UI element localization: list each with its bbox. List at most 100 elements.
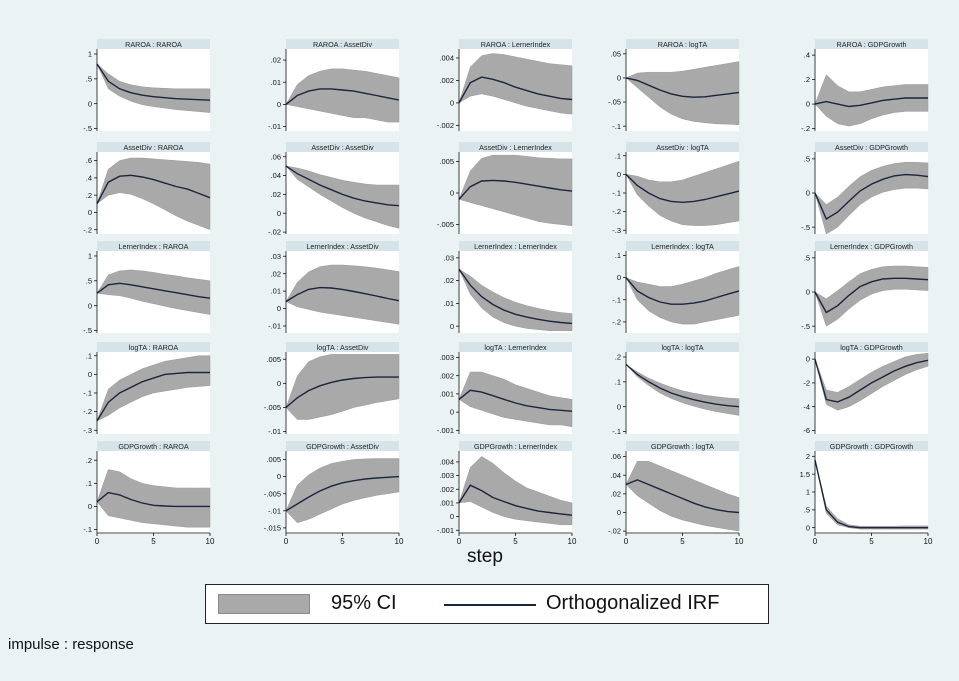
y-tick-label: .03: [444, 253, 454, 262]
legend: 95% CI Orthogonalized IRF: [205, 584, 769, 624]
irf-panel: logTA : AssetDiv .005 0 -.005 -.01: [264, 342, 400, 436]
irf-panel: AssetDiv : LernerIndex .005 0 -.005: [437, 142, 573, 234]
irf-panel: LernerIndex : RAROA 1 .5 0 -.5: [83, 241, 211, 335]
y-tick-label: .04: [271, 171, 281, 180]
irf-panel: logTA : logTA .2 .1 0 -.1: [612, 342, 740, 436]
y-tick-label: -.1: [612, 427, 621, 436]
panel-title: AssetDiv : LernerIndex: [479, 143, 552, 152]
irf-line: [285, 88, 400, 105]
y-tick-label: .01: [444, 299, 454, 308]
y-tick-label: -.05: [608, 98, 621, 107]
y-tick-label: .5: [804, 505, 810, 514]
y-tick-label: -.2: [612, 207, 621, 216]
y-tick-label: .02: [271, 190, 281, 199]
irf-panel: AssetDiv : logTA .1 0 -.1 -.2 -.3: [612, 142, 740, 235]
panel-title: logTA : LernerIndex: [484, 343, 547, 352]
y-tick-label: 0: [88, 99, 92, 108]
irf-line: [285, 286, 400, 303]
y-tick-label: .06: [611, 452, 621, 461]
y-tick-label: .6: [86, 156, 92, 165]
panel-title: RAROA : GDPGrowth: [837, 40, 907, 49]
irf-line: [814, 277, 929, 314]
irf-panel: AssetDiv : AssetDiv .06 .04 .02 0 -.02: [268, 142, 400, 237]
panel-title-strip: [626, 39, 739, 49]
panel-title: LernerIndex : AssetDiv: [306, 242, 379, 251]
irf-panel: RAROA : AssetDiv .02 .01 0 -.01: [268, 39, 400, 131]
y-tick-label: -.01: [268, 322, 281, 331]
y-tick-label: 0: [88, 301, 92, 310]
y-tick-label: .1: [615, 151, 621, 160]
panel-title-strip: [97, 241, 210, 251]
legend-irf-label: Orthogonalized IRF: [546, 592, 720, 614]
y-tick-label: 0: [617, 402, 621, 411]
y-tick-label: .1: [86, 479, 92, 488]
x-tick-label: 5: [869, 537, 874, 546]
panel-title: AssetDiv : RAROA: [124, 143, 184, 152]
panel-title-strip: [459, 39, 572, 49]
x-tick-label: 10: [395, 537, 404, 546]
y-tick-label: -.3: [83, 426, 92, 435]
y-tick-label: .04: [611, 471, 621, 480]
irf-line: [96, 282, 211, 299]
y-tick-label: .2: [86, 456, 92, 465]
y-tick-label: 0: [88, 370, 92, 379]
irf-panel: logTA : LernerIndex .003 .002 .001 0 -.001: [437, 342, 573, 435]
panel-title-strip: [97, 441, 210, 451]
y-tick-label: -.1: [612, 189, 621, 198]
panel-title-strip: [459, 441, 572, 451]
y-tick-label: -.5: [801, 223, 810, 232]
y-tick-label: .1: [615, 251, 621, 260]
impulse-response-note: impulse : response: [8, 636, 134, 653]
plot-area: [815, 451, 928, 533]
ci-band: [625, 461, 740, 532]
x-tick-label: 5: [151, 537, 156, 546]
y-tick-label: .06: [271, 152, 281, 161]
legend-ci-swatch: [218, 594, 310, 614]
y-tick-label: -.015: [264, 523, 281, 532]
x-tick-label: 5: [513, 537, 518, 546]
x-tick-label: 0: [284, 537, 289, 546]
ci-band: [285, 264, 400, 325]
x-tick-label: 0: [95, 537, 100, 546]
y-tick-label: .5: [86, 74, 92, 83]
irf-line: [96, 174, 211, 205]
y-tick-label: .1: [86, 351, 92, 360]
y-tick-label: 0: [806, 288, 810, 297]
legend-ci-label: 95% CI: [331, 592, 397, 614]
ci-band: [96, 355, 211, 422]
panel-title: LernerIndex : RAROA: [119, 242, 189, 251]
x-axis-label: step: [467, 546, 503, 567]
panel-title-strip: [286, 441, 399, 451]
y-tick-label: .02: [271, 269, 281, 278]
y-tick-label: .2: [615, 353, 621, 362]
irf-panel: RAROA : logTA .05 0 -.05 -.1: [608, 39, 740, 131]
x-tick-label: 5: [680, 537, 685, 546]
irf-panel: GDPGrowth : RAROA.2.10-.10 5 10: [83, 441, 215, 546]
y-tick-label: 0: [88, 208, 92, 217]
y-tick-label: .05: [611, 49, 621, 58]
y-tick-label: -.2: [801, 124, 810, 133]
panel-title-strip: [815, 39, 928, 49]
panel-title-strip: [815, 441, 928, 451]
x-tick-label: 10: [735, 537, 744, 546]
panel-title: RAROA : AssetDiv: [313, 40, 373, 49]
panel-title-strip: [286, 39, 399, 49]
irf-panel: GDPGrowth : LernerIndex .004 .003 .002 .001 0…: [437, 441, 577, 546]
irf-line: [625, 363, 740, 408]
y-tick-label: .004: [439, 458, 454, 467]
irf-line: [285, 165, 400, 207]
y-tick-label: .2: [86, 191, 92, 200]
irf-line: [458, 484, 573, 516]
irf-line: [96, 491, 210, 508]
y-tick-label: -.002: [437, 121, 454, 130]
y-tick-label: 0: [450, 408, 454, 417]
irf-line: [625, 479, 740, 514]
panel-title-strip: [815, 241, 928, 251]
panel-title-strip: [97, 39, 210, 49]
y-tick-label: -.1: [83, 389, 92, 398]
irf-line: [458, 389, 573, 412]
ci-band: [96, 63, 211, 113]
panel-title: AssetDiv : GDPGrowth: [835, 143, 908, 152]
x-tick-label: 5: [340, 537, 345, 546]
